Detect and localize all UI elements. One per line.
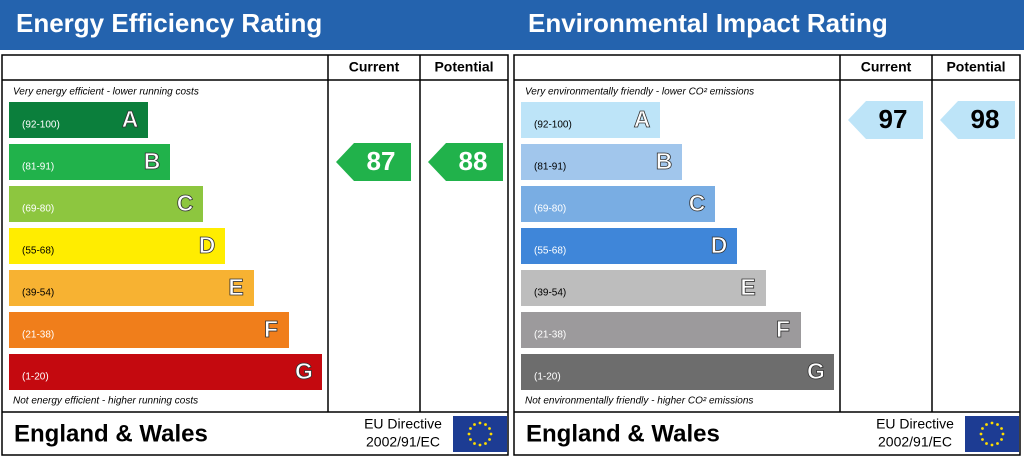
eu-star [469,427,472,430]
band-letter: E [228,274,243,300]
eu-star [488,427,491,430]
rating-band [521,144,682,180]
rating-band [9,144,170,180]
band-range: (92-100) [22,120,60,131]
band-letter: E [740,274,755,300]
band-letter: D [711,232,728,258]
band-range: (69-80) [22,204,54,215]
eu-star [1000,438,1003,441]
rating-band [9,186,203,222]
band-range: (39-54) [534,288,566,299]
rating-band [521,354,834,390]
eu-star [996,423,999,426]
footer-region: England & Wales [14,420,208,447]
band-letter: F [264,316,278,342]
column-header: Potential [946,59,1005,75]
band-range: (39-54) [22,288,54,299]
footer-code: 2002/91/EC [878,434,952,450]
rating-arrow [940,101,1015,139]
rating-band [521,186,715,222]
rating-arrow [336,143,411,181]
band-letter: C [177,190,194,216]
footer-directive: EU Directive [876,416,954,432]
table-frame [513,54,1021,456]
rating-band [521,228,737,264]
bottom-note: Not environmentally friendly - higher CO… [525,396,753,407]
band-range: (21-38) [534,330,566,341]
band-range: (1-20) [22,372,49,383]
eu-flag [965,416,1019,452]
top-note: Very environmentally friendly - lower CO… [525,87,754,98]
eu-star [990,443,994,447]
band-letter: C [689,190,706,216]
bottom-note: Not energy efficient - higher running co… [13,396,198,407]
band-range: (55-68) [22,246,54,257]
eu-star [489,432,493,436]
rating-band [9,228,225,264]
eu-star [981,438,984,441]
rating-arrow [428,143,503,181]
column-header: Potential [434,59,493,75]
band-range: (1-20) [534,372,561,383]
band-range: (69-80) [534,204,566,215]
panel-title: Energy Efficiency Rating [16,8,322,38]
eu-star [985,423,988,426]
eu-star [469,438,472,441]
rating-value: 97 [879,104,908,134]
footer-region: England & Wales [526,420,720,447]
rating-value: 87 [367,146,396,176]
eu-star [996,442,999,445]
band-letter: B [656,148,673,174]
column-header: Current [349,59,400,75]
band-range: (81-91) [534,162,566,173]
eu-star [979,432,983,436]
eu-star [478,443,482,447]
band-letter: A [122,106,139,132]
band-letter: G [807,358,825,384]
eu-star [990,421,994,425]
eu-star [467,432,471,436]
rating-arrow [848,101,923,139]
footer-code: 2002/91/EC [366,434,440,450]
eu-star [1000,427,1003,430]
rating-value: 88 [459,146,488,176]
band-range: (81-91) [22,162,54,173]
band-letter: B [144,148,161,174]
rating-band [9,312,289,348]
eu-star [488,438,491,441]
eu-star [981,427,984,430]
rating-band [9,102,148,138]
band-range: (92-100) [534,120,572,131]
header-bar [512,0,1024,50]
eu-star [484,442,487,445]
header-bar [0,0,512,50]
panel-title: Environmental Impact Rating [528,8,888,38]
column-header: Current [861,59,912,75]
rating-band [9,270,254,306]
eu-star [484,423,487,426]
band-range: (21-38) [22,330,54,341]
eu-star [1001,432,1005,436]
rating-band [521,102,660,138]
rating-value: 98 [971,104,1000,134]
eu-star [473,442,476,445]
band-letter: A [634,106,651,132]
footer-directive: EU Directive [364,416,442,432]
band-range: (55-68) [534,246,566,257]
eu-star [473,423,476,426]
rating-band [521,270,766,306]
band-letter: D [199,232,216,258]
eu-star [478,421,482,425]
rating-band [9,354,322,390]
band-letter: G [295,358,313,384]
top-note: Very energy efficient - lower running co… [13,87,199,98]
eu-flag [453,416,507,452]
table-frame [1,54,509,456]
band-letter: F [776,316,790,342]
rating-band [521,312,801,348]
eu-star [985,442,988,445]
